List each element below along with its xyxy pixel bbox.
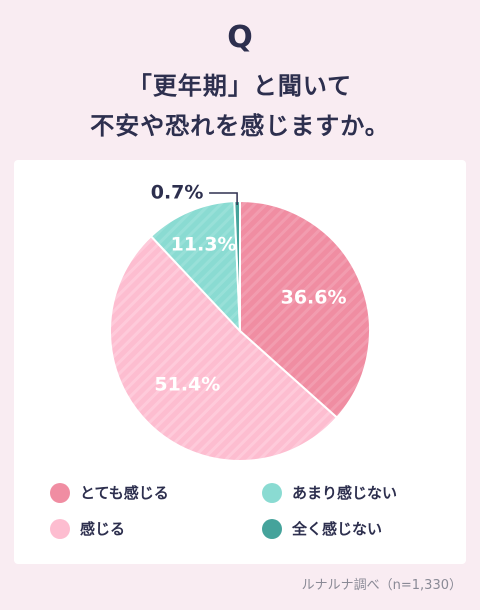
legend-label: 感じる [80,520,126,538]
pie-slice [109,234,339,462]
legend-label: あまり感じない [292,484,398,502]
legend-item: あまり感じない [262,482,397,503]
title-line-1: 「更年期」と聞いて [127,72,353,100]
legend-swatch [262,482,282,503]
source-note: ルナルナ調べ（n=1,330） [301,578,462,593]
slice-label: 51.4% [154,373,220,395]
leader-line [209,192,238,206]
legend-swatch [262,518,282,539]
legend-item: 全く感じない [262,518,382,539]
question-mark: Q [227,20,253,55]
pie-chart: 36.6% 51.4% 11.3% 0.7% [109,182,371,462]
title-line-2: 不安や恐れを感じますか。 [90,112,390,140]
slice-label: 0.7% [151,182,204,204]
pie-slice [149,200,242,334]
legend-item: とても感じる [50,482,169,503]
pie-slice [239,199,371,419]
legend-swatch [50,482,70,503]
legend: とても感じる あまり感じない 感じる 全く感じない [50,482,450,552]
legend-label: 全く感じない [292,520,383,538]
chart-card: 36.6% 51.4% 11.3% 0.7% とても感じる あまり感じない 感じる 全… [14,160,466,564]
slice-label: 36.6% [281,287,347,309]
page-title: 「更年期」と聞いて 不安や恐れを感じますか。 [0,66,480,146]
legend-label: とても感じる [80,484,169,502]
slice-label: 11.3% [171,233,237,255]
legend-swatch [50,518,70,539]
legend-item: 感じる [50,518,125,539]
